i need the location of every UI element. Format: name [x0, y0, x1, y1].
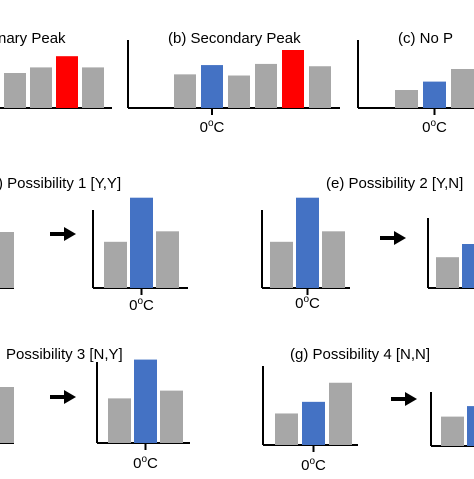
arrow-g	[391, 392, 417, 406]
bar-gray	[174, 74, 196, 108]
label-sup: o	[208, 118, 214, 129]
bar-gray	[0, 232, 14, 288]
bar-gray	[108, 398, 131, 443]
zero-celsius-label: 0oC	[129, 296, 154, 314]
bar-gray	[82, 67, 104, 108]
label-unit: C	[436, 119, 447, 136]
arrow-head	[64, 227, 76, 241]
bar-blue	[201, 65, 223, 108]
label-base: 0	[295, 295, 303, 312]
bar-gray	[228, 75, 250, 108]
bar-blue	[134, 359, 157, 443]
chart-e-right	[427, 218, 474, 289]
bar-gray	[4, 73, 26, 108]
chart-c: 0oC	[357, 40, 474, 136]
label-base: 0	[200, 119, 208, 136]
chart-a	[0, 56, 112, 109]
bar-gray	[451, 69, 474, 108]
label-sup: o	[137, 296, 143, 307]
panel-label-d: ) Possibility 1 [Y,Y]	[0, 175, 121, 192]
bar-gray	[436, 257, 459, 288]
bar-gray	[275, 413, 298, 445]
bar-blue	[130, 197, 153, 288]
bar-gray	[309, 66, 331, 108]
chart-g-right	[430, 392, 474, 447]
zero-celsius-label: 0oC	[301, 456, 326, 474]
panel-label-a: nary Peak	[0, 30, 66, 47]
label-base: 0	[133, 455, 141, 472]
bar-gray	[0, 387, 14, 443]
label-unit: C	[309, 295, 320, 312]
arrow-e	[380, 231, 406, 245]
chart-e-left: 0oC	[261, 197, 350, 312]
zero-celsius-label: 0oC	[200, 118, 225, 136]
label-base: 0	[129, 297, 137, 314]
bar-gray	[255, 63, 277, 108]
bar-gray	[160, 390, 183, 443]
chart-g-left: 0oC	[262, 366, 358, 474]
label-base: 0	[422, 119, 430, 136]
arrow-head	[405, 392, 417, 406]
label-unit: C	[143, 297, 154, 314]
arrow-head	[394, 231, 406, 245]
bar-red	[282, 50, 304, 108]
panel-label-c: (c) No P	[398, 30, 453, 47]
bar-red	[56, 56, 78, 108]
label-unit: C	[147, 455, 158, 472]
chart-f-right: 0oC	[96, 359, 190, 472]
label-sup: o	[309, 456, 315, 467]
panel-label-b: (b) Secondary Peak	[168, 30, 301, 47]
arrow-f	[50, 390, 76, 404]
bar-blue	[302, 401, 325, 445]
chart-f-left	[0, 387, 14, 444]
bar-gray	[156, 231, 179, 288]
label-sup: o	[141, 454, 147, 465]
bar-gray	[329, 382, 352, 445]
label-unit: C	[214, 119, 225, 136]
panel-label-f: Possibility 3 [N,Y]	[6, 346, 123, 363]
panel-label-e: (e) Possibility 2 [Y,N]	[326, 175, 463, 192]
arrow-d	[50, 227, 76, 241]
chart-b: 0oC	[127, 40, 340, 136]
bar-gray	[395, 90, 418, 108]
bar-gray	[104, 241, 127, 288]
bar-blue	[423, 81, 446, 108]
zero-celsius-label: 0oC	[422, 118, 447, 136]
zero-celsius-label: 0oC	[133, 454, 158, 472]
chart-d-left	[0, 232, 14, 289]
bar-gray	[322, 231, 345, 288]
bar-gray	[270, 241, 293, 288]
bar-blue	[296, 197, 319, 288]
label-sup: o	[430, 118, 436, 129]
chart-d-right: 0oC	[92, 197, 188, 314]
label-sup: o	[303, 294, 309, 305]
bar-blue	[462, 244, 474, 288]
arrow-head	[64, 390, 76, 404]
bar-blue	[467, 406, 474, 446]
label-base: 0	[301, 457, 309, 474]
label-unit: C	[315, 457, 326, 474]
bar-gray	[30, 67, 52, 108]
bar-gray	[441, 416, 464, 446]
panel-label-g: (g) Possibility 4 [N,N]	[290, 346, 430, 363]
zero-celsius-label: 0oC	[295, 294, 320, 312]
